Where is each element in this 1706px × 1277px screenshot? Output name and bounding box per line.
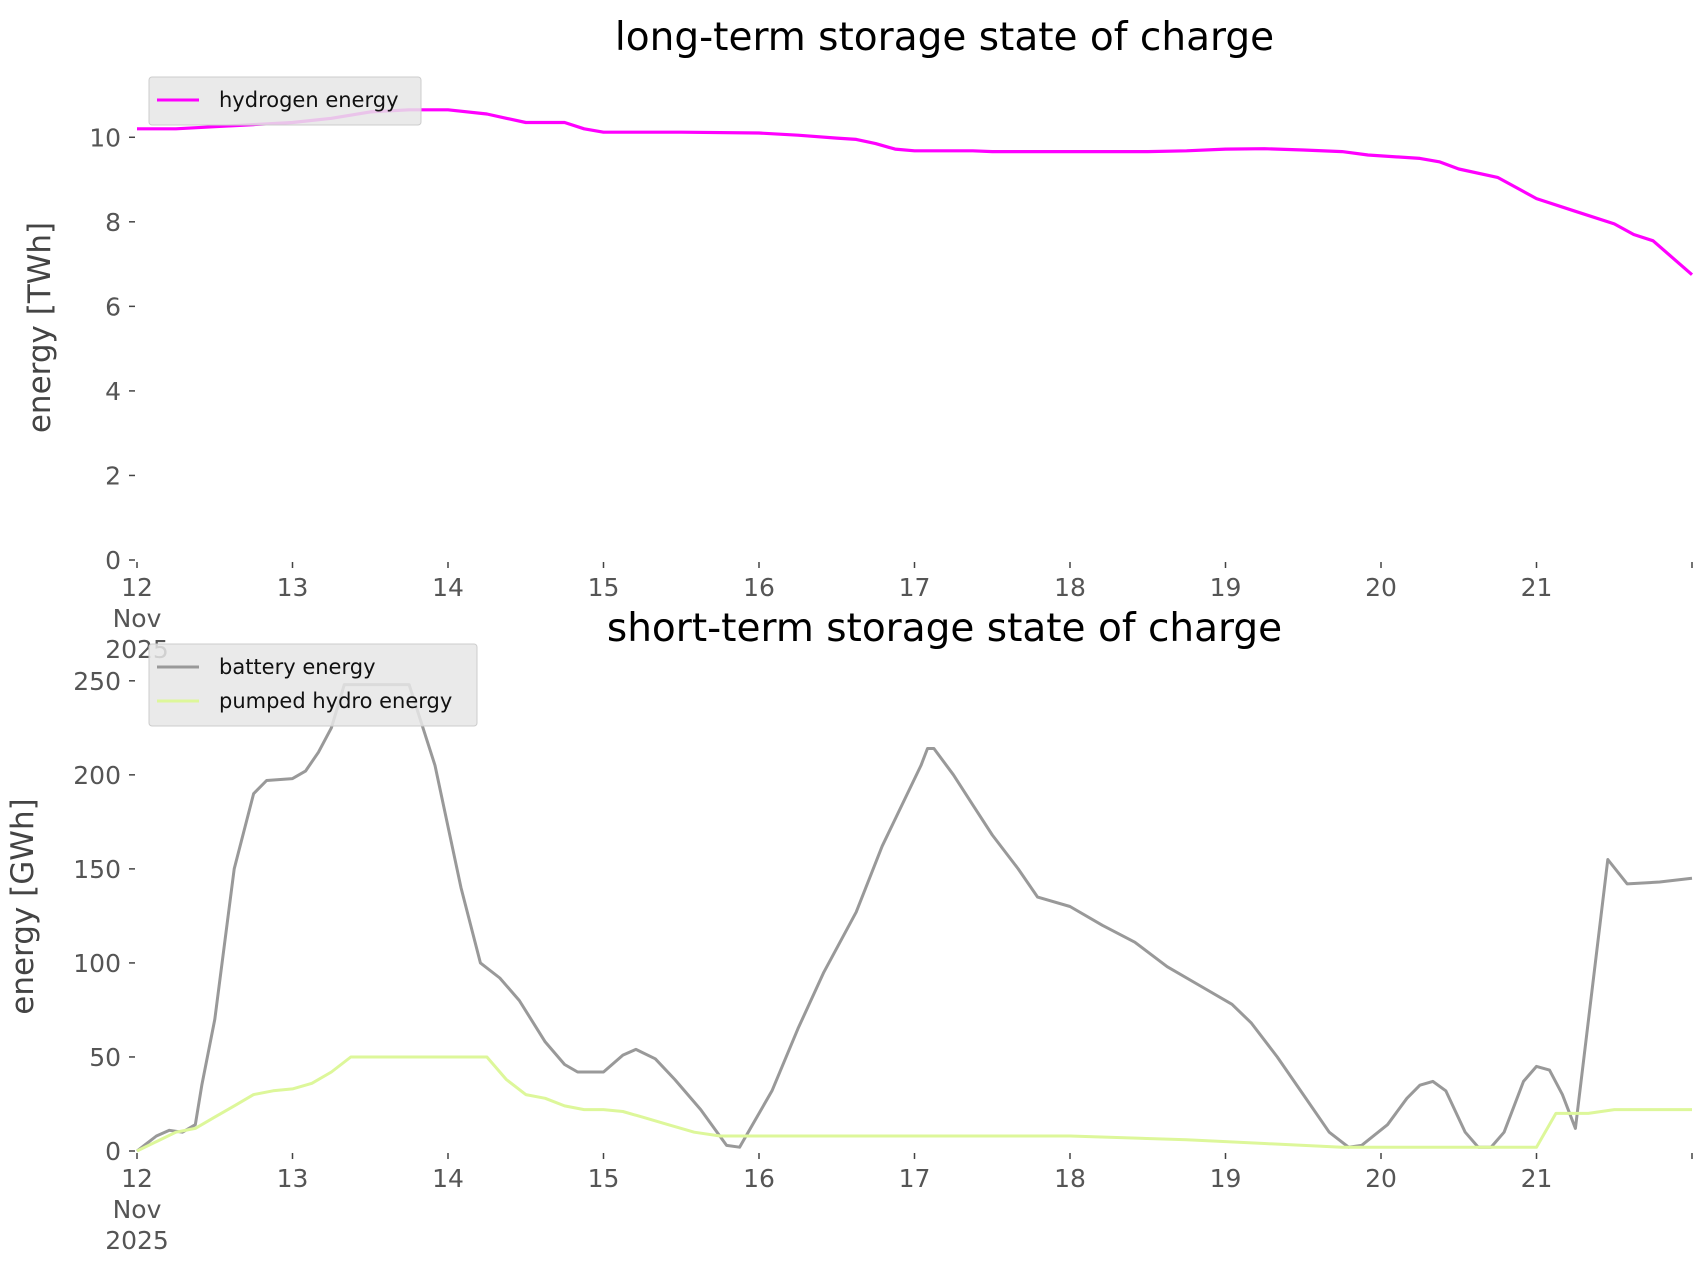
x-tick-label: 13 xyxy=(277,1164,309,1193)
y-tick-label: 10 xyxy=(89,123,121,152)
x-tick-label: 19 xyxy=(1210,1164,1242,1193)
chart-panel-1: long-term storage state of charge energy … xyxy=(22,15,1694,664)
x-tick-sublabel: Nov xyxy=(113,1195,162,1224)
x-tick-label: 15 xyxy=(588,1164,620,1193)
y-tick-label: 8 xyxy=(105,208,121,237)
series-line-battery-energy xyxy=(136,683,1693,1153)
x-tick-label: 17 xyxy=(899,573,931,602)
x-tick-label: 20 xyxy=(1365,573,1397,602)
x-tick-sublabel: Nov xyxy=(113,604,162,633)
y-tick-label: 50 xyxy=(89,1043,121,1072)
x-tick-sublabel: 2025 xyxy=(105,1226,169,1255)
x-tick-label: 14 xyxy=(432,1164,464,1193)
x-tick-label: 19 xyxy=(1210,573,1242,602)
x-tick-label: 15 xyxy=(588,573,620,602)
x-tick-label: 16 xyxy=(743,1164,775,1193)
y-tick-label: 100 xyxy=(73,949,121,978)
y-axis-label: energy [GWh] xyxy=(5,798,41,1014)
legend-label: hydrogen energy xyxy=(219,88,399,112)
x-tick-label: 14 xyxy=(432,573,464,602)
x-tick-label: 18 xyxy=(1054,1164,1086,1193)
x-tick-label: 13 xyxy=(277,573,309,602)
y-tick-label: 4 xyxy=(105,377,121,406)
y-tick-label: 6 xyxy=(105,292,121,321)
x-tick-label: 12 xyxy=(121,1164,153,1193)
legend-label: battery energy xyxy=(219,655,376,679)
chart-panel-2: short-term storage state of charge energy… xyxy=(5,606,1693,1255)
y-tick-label: 2 xyxy=(105,461,121,490)
x-tick-label: 17 xyxy=(899,1164,931,1193)
x-tick-label: 18 xyxy=(1054,573,1086,602)
series-line-hydrogen-energy xyxy=(137,108,1694,276)
legend-label: pumped hydro energy xyxy=(219,689,452,713)
y-tick-label: 150 xyxy=(73,855,121,884)
y-axis-label: energy [TWh] xyxy=(22,222,58,433)
x-tick-label: 20 xyxy=(1365,1164,1397,1193)
series-line-pumped-hydro-energy xyxy=(136,1055,1692,1153)
x-tick-label: 21 xyxy=(1521,573,1553,602)
legend-box xyxy=(148,76,422,126)
y-tick-label: 0 xyxy=(105,546,121,575)
x-tick-label: 12 xyxy=(121,573,153,602)
chart-title: short-term storage state of charge xyxy=(607,606,1282,651)
x-tick-label: 16 xyxy=(743,573,775,602)
legend-box xyxy=(148,643,478,727)
y-tick-label: 250 xyxy=(73,667,121,696)
y-tick-label: 200 xyxy=(73,761,121,790)
chart-title: long-term storage state of charge xyxy=(615,15,1274,60)
x-tick-label: 21 xyxy=(1521,1164,1553,1193)
y-tick-label: 0 xyxy=(105,1137,121,1166)
